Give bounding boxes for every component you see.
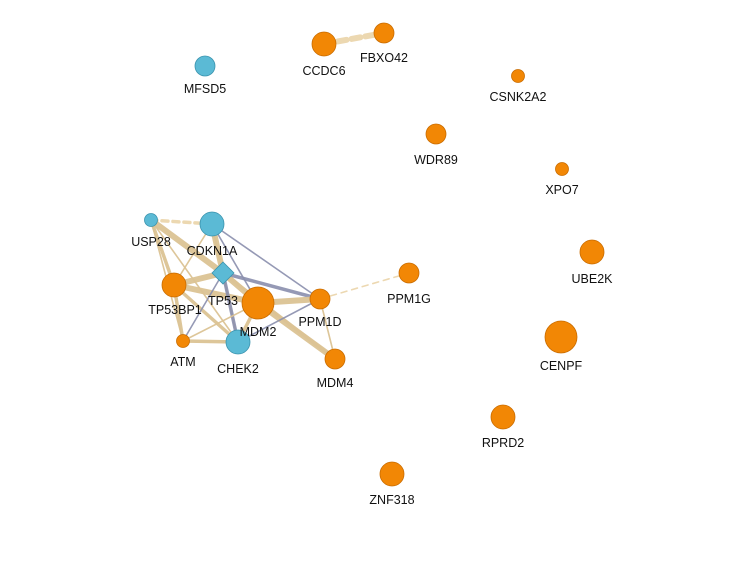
node-label-mdm4: MDM4 [317,376,354,390]
edge-cdkn1a-ppm1d [211,223,321,300]
edge-usp28-tp53 [148,217,226,276]
node-ppm1d[interactable] [309,288,331,310]
node-label-ppm1d: PPM1D [298,315,341,329]
node-label-csnk2a2: CSNK2A2 [490,90,547,104]
node-fbxo42[interactable] [373,22,395,44]
node-usp28[interactable] [144,213,158,227]
node-cdkn1a[interactable] [199,211,225,237]
node-label-ccdc6: CCDC6 [302,64,345,78]
node-mfsd5[interactable] [194,55,216,77]
edge-ppm1d-chek2 [237,298,321,343]
node-layer [144,22,605,487]
node-ppm1g[interactable] [398,262,420,284]
node-label-rprd2: RPRD2 [482,436,524,450]
node-label-mfsd5: MFSD5 [184,82,226,96]
node-label-xpo7: XPO7 [545,183,578,197]
edge-tp53bp1-chek2 [172,283,240,344]
node-ube2k[interactable] [579,239,605,265]
node-chek2[interactable] [225,329,251,355]
label-layer: CCDC6 FBXO42 MFSD5 CSNK2A2 WDR89 XPO7 USP28 CDK… [131,51,613,507]
node-label-ppm1g: PPM1G [387,292,431,306]
node-csnk2a2[interactable] [511,69,525,83]
node-label-ube2k: UBE2K [572,272,614,286]
node-tp53[interactable] [211,261,235,285]
node-mdm4[interactable] [324,348,346,370]
node-mdm2[interactable] [241,286,275,320]
node-ccdc6[interactable] [311,31,337,57]
node-tp53bp1[interactable] [161,272,187,298]
node-label-znf318: ZNF318 [369,493,414,507]
node-label-atm: ATM [170,355,195,369]
edge-ppm1d-ppm1g [319,272,410,300]
node-xpo7[interactable] [555,162,569,176]
node-label-cdkn1a: CDKN1A [187,244,238,258]
edge-tp53-ppm1d [221,271,322,301]
node-cenpf[interactable] [544,320,578,354]
node-label-usp28: USP28 [131,235,171,249]
node-label-chek2: CHEK2 [217,362,259,376]
node-wdr89[interactable] [425,123,447,145]
node-znf318[interactable] [379,461,405,487]
node-label-mdm2: MDM2 [240,325,277,339]
node-label-fbxo42: FBXO42 [360,51,408,65]
node-label-tp53bp1: TP53BP1 [148,303,202,317]
node-label-wdr89: WDR89 [414,153,458,167]
node-label-tp53: TP53 [208,294,238,308]
node-label-cenpf: CENPF [540,359,583,373]
edge-tp53-atm [182,272,224,342]
node-rprd2[interactable] [490,404,516,430]
node-atm[interactable] [176,334,190,348]
